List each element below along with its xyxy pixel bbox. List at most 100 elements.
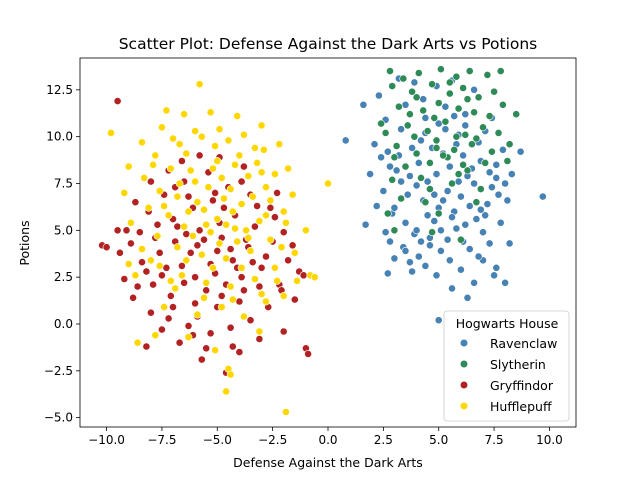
- data-point-hufflepuff: [211, 346, 219, 355]
- data-point-hufflepuff: [208, 164, 217, 173]
- data-point-ravenclaw: [401, 246, 410, 255]
- data-point-slytherin: [412, 149, 421, 158]
- data-point-ravenclaw: [443, 187, 452, 195]
- data-point-hufflepuff: [182, 256, 191, 265]
- data-point-gryffindor: [184, 192, 193, 201]
- data-point-ravenclaw: [386, 162, 394, 171]
- data-point-hufflepuff: [204, 183, 213, 192]
- data-point-slytherin: [414, 69, 423, 77]
- data-point-hufflepuff: [255, 217, 264, 225]
- data-point-hufflepuff: [149, 160, 157, 169]
- data-point-ravenclaw: [492, 263, 501, 272]
- legend-marker-hufflepuff: [459, 401, 469, 411]
- data-point-gryffindor: [153, 220, 162, 229]
- data-point-hufflepuff: [231, 224, 239, 233]
- data-point-ravenclaw: [374, 91, 383, 100]
- data-point-hufflepuff: [193, 198, 202, 207]
- legend-marker-gryffindor: [459, 380, 469, 390]
- data-point-ravenclaw: [408, 143, 416, 152]
- data-point-ravenclaw: [461, 220, 470, 229]
- data-point-ravenclaw: [434, 316, 443, 325]
- data-point-hufflepuff: [246, 246, 255, 255]
- data-point-slytherin: [390, 153, 399, 162]
- data-point-gryffindor: [266, 203, 275, 212]
- data-point-slytherin: [459, 84, 467, 92]
- data-point-ravenclaw: [461, 110, 470, 119]
- data-point-hufflepuff: [107, 128, 115, 137]
- x-tick-label: −5.0: [203, 433, 232, 447]
- data-point-hufflepuff: [226, 282, 235, 291]
- data-point-hufflepuff: [262, 297, 270, 306]
- data-point-slytherin: [425, 185, 434, 193]
- data-point-hufflepuff: [206, 228, 215, 237]
- data-point-hufflepuff: [244, 172, 253, 180]
- data-point-hufflepuff: [184, 333, 193, 341]
- data-point-hufflepuff: [248, 192, 257, 201]
- data-point-hufflepuff: [120, 188, 129, 197]
- data-point-slytherin: [423, 127, 432, 136]
- data-point-slytherin: [483, 71, 492, 79]
- y-tick-label: 0.0: [54, 317, 73, 331]
- data-point-gryffindor: [142, 267, 151, 276]
- data-point-hufflepuff: [219, 194, 228, 203]
- data-point-gryffindor: [195, 226, 204, 235]
- data-point-ravenclaw: [414, 158, 423, 167]
- data-point-ravenclaw: [397, 177, 405, 186]
- data-point-slytherin: [401, 162, 410, 171]
- data-point-gryffindor: [202, 286, 211, 295]
- data-point-ravenclaw: [450, 112, 459, 120]
- data-point-hufflepuff: [160, 303, 168, 311]
- data-point-hufflepuff: [237, 263, 246, 272]
- data-point-slytherin: [494, 128, 503, 137]
- y-tick-label: 2.5: [54, 270, 73, 284]
- data-point-slytherin: [463, 95, 472, 104]
- data-point-hufflepuff: [233, 112, 242, 120]
- data-point-hufflepuff: [253, 158, 261, 167]
- data-point-hufflepuff: [153, 231, 162, 240]
- x-tick-label: −2.5: [258, 433, 287, 447]
- data-point-ravenclaw: [430, 217, 439, 225]
- data-point-gryffindor: [202, 344, 211, 353]
- data-point-ravenclaw: [390, 254, 399, 263]
- data-point-ravenclaw: [425, 241, 434, 250]
- data-point-hufflepuff: [222, 387, 230, 396]
- data-point-gryffindor: [200, 235, 208, 244]
- data-point-ravenclaw: [366, 170, 374, 178]
- data-point-ravenclaw: [372, 202, 381, 210]
- data-point-ravenclaw: [423, 211, 432, 220]
- data-point-hufflepuff: [266, 235, 275, 244]
- data-point-ravenclaw: [430, 190, 439, 199]
- data-point-ravenclaw: [361, 220, 370, 229]
- data-point-gryffindor: [120, 275, 129, 283]
- data-point-ravenclaw: [439, 196, 447, 205]
- data-point-slytherin: [472, 134, 481, 143]
- data-point-hufflepuff: [211, 142, 219, 150]
- data-point-gryffindor: [228, 256, 237, 265]
- data-point-gryffindor: [284, 256, 292, 265]
- data-point-hufflepuff: [151, 331, 160, 340]
- data-point-gryffindor: [146, 308, 155, 317]
- data-point-gryffindor: [250, 222, 259, 231]
- data-point-gryffindor: [191, 299, 199, 308]
- data-point-ravenclaw: [441, 102, 450, 111]
- data-point-ravenclaw: [412, 226, 421, 235]
- data-point-gryffindor: [133, 282, 142, 291]
- data-point-hufflepuff: [257, 290, 266, 298]
- data-point-slytherin: [467, 140, 476, 149]
- data-point-hufflepuff: [293, 276, 301, 285]
- data-point-slytherin: [410, 132, 419, 141]
- data-point-ravenclaw: [470, 85, 478, 94]
- data-point-hufflepuff: [182, 149, 191, 158]
- legend-label-gryffindor: Gryffindor: [490, 378, 554, 393]
- data-point-gryffindor: [235, 348, 244, 356]
- data-point-slytherin: [408, 87, 416, 96]
- data-point-gryffindor: [142, 342, 151, 351]
- data-point-slytherin: [428, 228, 436, 237]
- data-point-hufflepuff: [126, 218, 135, 227]
- data-point-slytherin: [403, 121, 412, 130]
- data-point-hufflepuff: [164, 211, 173, 220]
- data-point-ravenclaw: [390, 203, 399, 212]
- data-point-hufflepuff: [208, 263, 217, 272]
- data-point-ravenclaw: [445, 256, 454, 265]
